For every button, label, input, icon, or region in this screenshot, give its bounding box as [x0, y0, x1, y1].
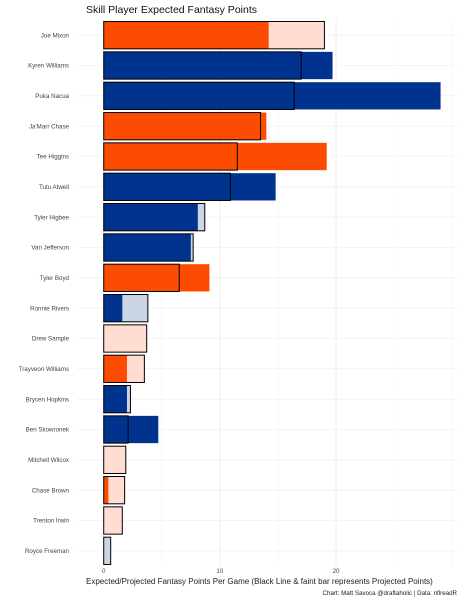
x-tick-label: 0 — [102, 568, 106, 575]
expected-bar — [103, 173, 276, 201]
projected-bar — [103, 324, 147, 353]
projected-bar — [103, 476, 125, 504]
category-label: Mitchell Wilcox — [28, 457, 70, 464]
chart-title: Skill Player Expected Fantasy Points — [86, 4, 257, 16]
x-tick-label: 10 — [216, 568, 223, 575]
chart-caption: Chart: Matt Savoca @draftaholic | Data: … — [322, 590, 457, 597]
projected-outline — [103, 263, 180, 292]
category-label: Puka Nacua — [35, 93, 69, 100]
expected-bar — [103, 355, 127, 383]
category-label: Van Jefferson — [31, 245, 69, 252]
projected-bar — [103, 446, 126, 474]
expected-bar — [103, 203, 198, 231]
bars — [103, 21, 441, 565]
projected-outline — [103, 81, 295, 110]
expected-bar — [103, 476, 109, 504]
category-label: Tee Higgins — [37, 154, 69, 161]
category-label: Trayveon Williams — [19, 366, 69, 373]
expected-bar — [103, 233, 191, 262]
category-label: Drew Sample — [32, 336, 70, 343]
projected-outline — [103, 415, 129, 444]
category-label: Brycen Hopkins — [26, 396, 69, 403]
projected-outline — [103, 172, 231, 201]
projected-outline — [103, 385, 131, 414]
projected-bar — [103, 537, 111, 565]
category-labels: Joe Mixon Kyren Williams Puka Nacua Ja'Marr… — [19, 32, 70, 555]
projected-outline — [103, 142, 238, 171]
expected-bar — [103, 294, 123, 322]
projected-outline — [103, 294, 149, 323]
projected-outline — [103, 233, 194, 262]
x-tick-labels: 0 10 20 — [102, 568, 340, 575]
expected-bar — [103, 142, 327, 171]
projected-outline — [103, 324, 148, 353]
projected-outline — [103, 21, 325, 50]
expected-bar — [103, 385, 127, 413]
x-axis-label: Expected/Projected Fantasy Points Per Ga… — [86, 577, 433, 586]
projected-outline — [103, 476, 126, 505]
category-label: Chase Brown — [32, 487, 70, 494]
category-label: Ronnie Rivers — [30, 305, 69, 312]
category-label: Trenton Irwin — [33, 518, 69, 525]
projected-outline — [103, 203, 206, 232]
projected-outline — [103, 354, 145, 383]
projected-bar — [103, 506, 123, 535]
category-label: Tutu Atwell — [39, 184, 69, 191]
projected-outline — [103, 112, 262, 141]
projected-outline — [103, 445, 127, 474]
expected-bar — [103, 415, 159, 444]
category-label: Ja'Marr Chase — [29, 123, 70, 130]
category-label: Joe Mixon — [41, 32, 70, 39]
category-label: Kyren Williams — [28, 63, 69, 70]
category-label: Tyler Boyd — [40, 275, 70, 282]
category-label: Ben Skowronek — [26, 427, 70, 434]
expected-bar — [103, 51, 333, 80]
expected-bar — [103, 112, 267, 140]
x-tick-label: 20 — [333, 568, 340, 575]
category-label: Tyler Higbee — [34, 214, 69, 221]
category-label: Royce Freeman — [25, 548, 70, 555]
projected-outline — [103, 536, 112, 565]
expected-bar — [103, 264, 210, 292]
projected-outline — [103, 506, 123, 535]
expected-bar — [103, 21, 269, 49]
projected-outline — [103, 51, 302, 80]
expected-bar — [103, 82, 441, 110]
